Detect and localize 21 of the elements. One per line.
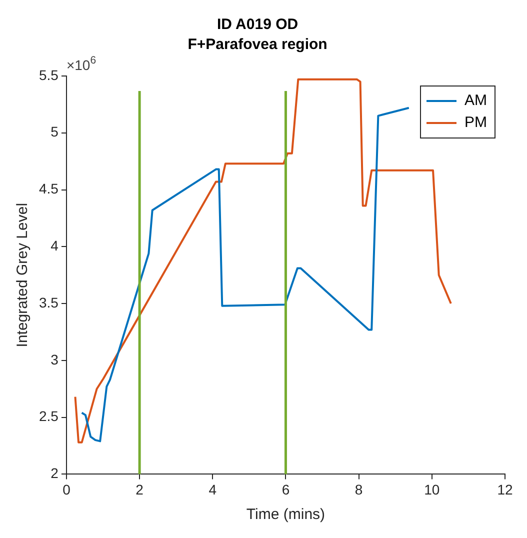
x-tick-label: 4 [208,481,217,498]
legend-label: AM [464,92,487,110]
y-tick-label: 4 [50,238,59,254]
y-tick-label: 3 [50,351,59,368]
chart-title: ID A019 OD [216,16,298,34]
y-axis-title: Integrated Grey Level [14,202,32,348]
x-tick-label: 6 [282,481,290,498]
x-tick-label: 0 [62,481,71,498]
y-tick-label: 2.5 [38,408,59,424]
y-tick-label: 2 [50,465,59,482]
x-axis-title: Time (mins) [246,506,326,524]
chart-subtitle: F+Parafovea region [188,36,328,54]
y-tick-label: 5.5 [38,66,59,83]
y-tick-label: 5 [50,124,59,140]
y-tick-label: 4.5 [38,180,59,197]
x-tick-label: 10 [424,481,440,498]
y-tick-label: 3.5 [38,294,59,310]
legend-label: PM [464,114,487,132]
x-tick-label: 12 [497,481,513,498]
x-tick-label: 2 [136,481,144,498]
x-tick-label: 8 [354,481,363,498]
